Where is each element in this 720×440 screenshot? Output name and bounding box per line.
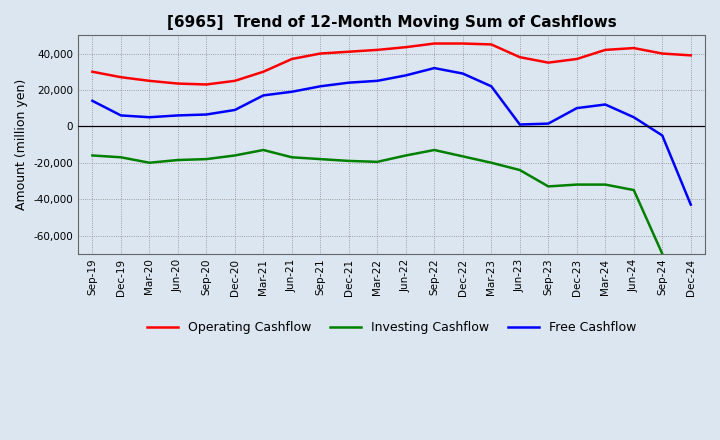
Free Cashflow [316,84,325,89]
Free Cashflow [88,98,96,103]
Legend: Operating Cashflow, Investing Cashflow, Free Cashflow: Operating Cashflow, Investing Cashflow, … [142,316,642,339]
Free Cashflow [259,93,268,98]
Investing Cashflow [345,158,354,164]
Operating Cashflow [430,41,438,46]
Operating Cashflow [345,49,354,55]
Investing Cashflow [316,157,325,162]
Free Cashflow [402,73,410,78]
Investing Cashflow [88,153,96,158]
Investing Cashflow [658,251,667,257]
Operating Cashflow [259,69,268,74]
Free Cashflow [145,114,153,120]
Operating Cashflow [544,60,553,65]
Title: [6965]  Trend of 12-Month Moving Sum of Cashflows: [6965] Trend of 12-Month Moving Sum of C… [167,15,616,30]
Operating Cashflow [230,78,239,84]
Investing Cashflow [402,153,410,158]
Operating Cashflow [459,41,467,46]
Investing Cashflow [287,154,296,160]
Investing Cashflow [487,160,495,165]
Operating Cashflow [373,47,382,52]
Free Cashflow [629,114,638,120]
Free Cashflow [686,202,695,207]
Line: Free Cashflow: Free Cashflow [92,68,690,205]
Free Cashflow [572,106,581,111]
Free Cashflow [430,66,438,71]
Operating Cashflow [487,42,495,47]
Investing Cashflow [202,157,211,162]
Investing Cashflow [544,184,553,189]
Operating Cashflow [516,55,524,60]
Free Cashflow [174,113,182,118]
Free Cashflow [345,80,354,85]
Investing Cashflow [572,182,581,187]
Investing Cashflow [629,187,638,193]
Investing Cashflow [145,160,153,165]
Operating Cashflow [601,47,610,52]
Free Cashflow [487,84,495,89]
Operating Cashflow [658,51,667,56]
Investing Cashflow [259,147,268,153]
Investing Cashflow [117,154,125,160]
Operating Cashflow [316,51,325,56]
Operating Cashflow [402,44,410,50]
Free Cashflow [658,133,667,138]
Free Cashflow [459,71,467,76]
Free Cashflow [601,102,610,107]
Investing Cashflow [430,147,438,153]
Operating Cashflow [174,81,182,86]
Investing Cashflow [601,182,610,187]
Investing Cashflow [230,153,239,158]
Operating Cashflow [202,82,211,87]
Investing Cashflow [174,158,182,163]
Operating Cashflow [88,69,96,74]
Free Cashflow [230,107,239,113]
Free Cashflow [202,112,211,117]
Operating Cashflow [572,56,581,62]
Free Cashflow [373,78,382,84]
Investing Cashflow [459,154,467,159]
Free Cashflow [516,122,524,127]
Free Cashflow [117,113,125,118]
Free Cashflow [287,89,296,95]
Line: Investing Cashflow: Investing Cashflow [92,150,662,254]
Free Cashflow [544,121,553,126]
Investing Cashflow [373,159,382,165]
Operating Cashflow [686,53,695,58]
Operating Cashflow [145,78,153,84]
Line: Operating Cashflow: Operating Cashflow [92,44,690,84]
Operating Cashflow [117,74,125,80]
Operating Cashflow [629,45,638,51]
Operating Cashflow [287,56,296,62]
Investing Cashflow [516,167,524,172]
Y-axis label: Amount (million yen): Amount (million yen) [15,79,28,210]
